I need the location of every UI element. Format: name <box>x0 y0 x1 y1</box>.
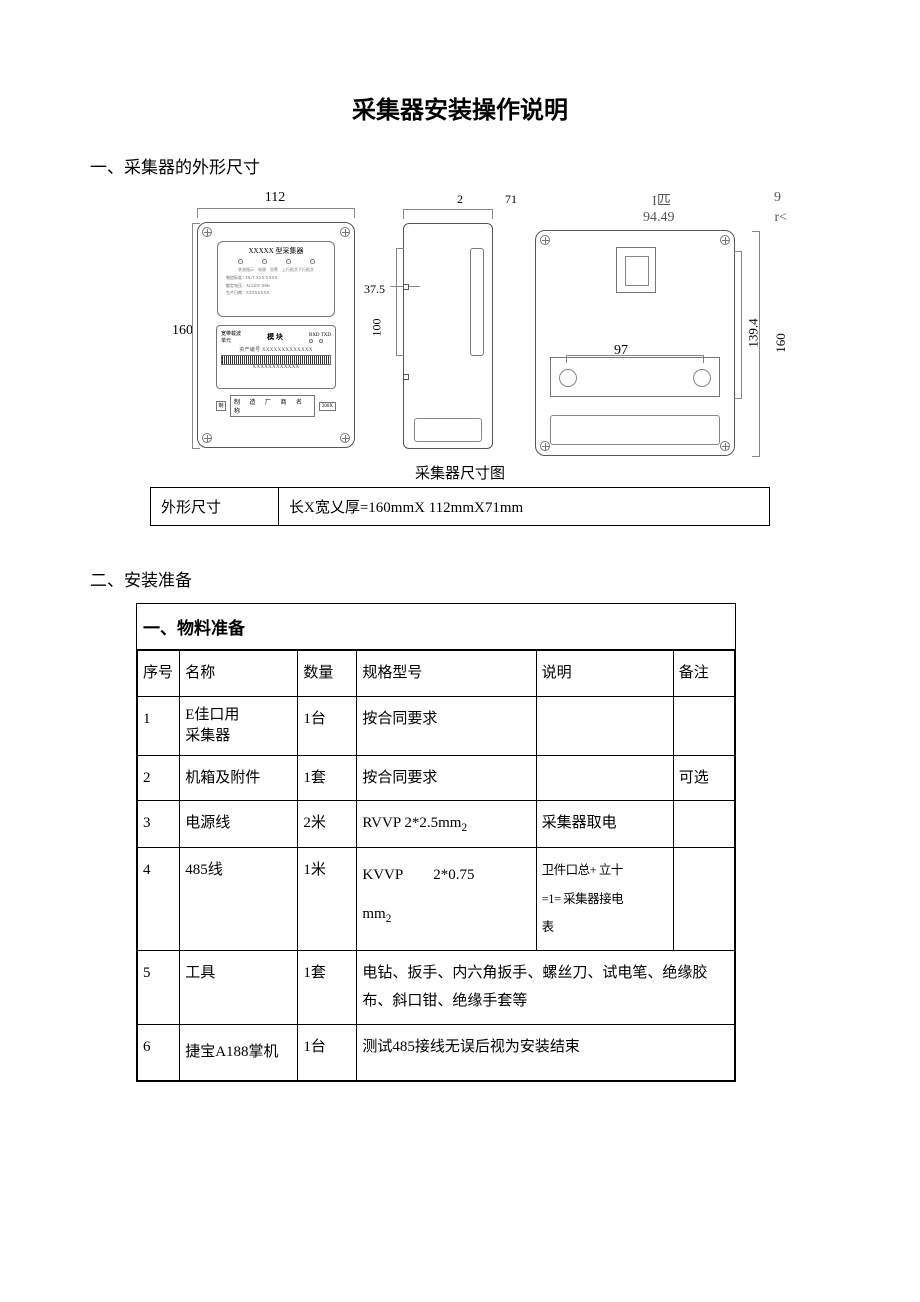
led-icon <box>310 259 315 264</box>
dimension-diagram: 112 160 XXXXX 型采集器 状态指示 电源 告警 上行报文下行报文 制… <box>90 190 830 456</box>
diagram-caption: 采集器尺寸图 <box>90 462 830 483</box>
screw-icon <box>340 227 350 237</box>
table-row: 3 电源线 2米 RVVP 2*2.5mm2 采集器取电 <box>138 801 735 848</box>
cell-spec-merged: 测试485接线无误后视为安装结束 <box>357 1024 735 1080</box>
cell-spec: KVVP 2*0.75mm2 <box>357 848 536 951</box>
dim-front-height: 160 <box>172 323 192 339</box>
table-row: 4 485线 1米 KVVP 2*0.75mm2 卫件口总+ 立十 =1= 采集… <box>138 848 735 951</box>
cell-desc <box>536 696 673 755</box>
cell-seq: 2 <box>138 755 180 801</box>
screw-icon <box>540 441 550 451</box>
cell-seq: 3 <box>138 801 180 848</box>
std-text: 制造标准：DL/T XXX-XXXX <box>226 275 326 281</box>
materials-table: 序号 名称 数量 规格型号 说明 备注 1 E佳口用 采集器 1台 按合同要求 … <box>137 650 735 1081</box>
led-icon <box>286 259 291 264</box>
col-name: 名称 <box>180 651 298 697</box>
cell-seq: 6 <box>138 1024 180 1080</box>
cell-spec: 按合同要求 <box>357 696 536 755</box>
screw-icon <box>540 235 550 245</box>
col-note: 备注 <box>673 651 734 697</box>
led-icon <box>262 259 267 264</box>
section-1-heading: 一、采集器的外形尺寸 <box>90 153 830 178</box>
col-seq: 序号 <box>138 651 180 697</box>
materials-heading: 一、物料准备 <box>137 604 735 650</box>
cell-seq: 1 <box>138 696 180 755</box>
table-row: 6 捷宝A188掌机 1台 测试485接线无误后视为安装结束 <box>138 1024 735 1080</box>
dimension-table: 外形尺寸 长X宽乂厚=160mmX 112mmX71mm <box>150 487 770 526</box>
screw-icon <box>202 227 212 237</box>
col-spec: 规格型号 <box>357 651 536 697</box>
barcode-icon <box>221 355 331 365</box>
serial-number: XXXXXXXXXXXX <box>221 365 331 370</box>
dim-back-top2-b: r< <box>774 210 787 226</box>
back-inner-rect <box>550 357 720 397</box>
screw-icon <box>720 441 730 451</box>
prod-text: 生产日期：XXXXXXXX <box>226 290 326 296</box>
rated-text: 额定电压：AC220V 50Hz <box>226 283 326 289</box>
led-icon <box>238 259 243 264</box>
cell-spec: RVVP 2*2.5mm2 <box>357 801 536 848</box>
rxtx-label: RXD TXD <box>309 333 331 338</box>
cell-qty: 1台 <box>298 696 357 755</box>
dim-front-width: 112 <box>175 190 375 206</box>
dim-side-gap: 2 <box>457 192 463 207</box>
cell-note: 可选 <box>673 755 734 801</box>
cell-desc: 采集器取电 <box>536 801 673 848</box>
cell-note <box>673 801 734 848</box>
col-desc: 说明 <box>536 651 673 697</box>
device-label-panel: XXXXX 型采集器 状态指示 电源 告警 上行报文下行报文 制造标准：DL/T… <box>217 241 335 317</box>
screw-icon <box>340 433 350 443</box>
materials-table-wrapper: 一、物料准备 序号 名称 数量 规格型号 说明 备注 1 E佳口用 采集器 1台… <box>136 603 736 1082</box>
screw-icon <box>720 235 730 245</box>
cell-qty: 1台 <box>298 1024 357 1080</box>
maker-name: 制 造 厂 商 名 称 <box>230 395 315 417</box>
dim-value-cell: 长X宽乂厚=160mmX 112mmX71mm <box>279 488 770 526</box>
back-slot <box>616 247 656 293</box>
col-qty: 数量 <box>298 651 357 697</box>
cell-desc: 卫件口总+ 立十 =1= 采集器接电 表 <box>536 848 673 951</box>
module-panel: 宽带载波单元 模 块 RXD TXD 资产编号 XXXXXXXXXXXXX XX… <box>216 325 336 389</box>
device-model-title: XXXXX 型采集器 <box>222 246 330 256</box>
cell-spec: 按合同要求 <box>357 755 536 801</box>
cell-name: 485线 <box>180 848 298 951</box>
table-row: 2 机箱及附件 1套 按合同要求 可选 <box>138 755 735 801</box>
cell-seq: 5 <box>138 950 180 1024</box>
back-view: I匹 9 94.49 r< 97 139.4 160 <box>535 190 795 456</box>
section-2-heading: 二、安装准备 <box>90 566 830 591</box>
asset-label: 资产编号 XXXXXXXXXXXXX <box>221 346 331 353</box>
dim-label-cell: 外形尺寸 <box>151 488 279 526</box>
cell-note <box>673 848 734 951</box>
table-row: 5 工具 1套 电钻、扳手、内六角扳手、螺丝刀、试电笔、绝缘胶布、斜口钳、绝缘手… <box>138 950 735 1024</box>
cell-name: E佳口用 采集器 <box>180 696 298 755</box>
table-row: 1 E佳口用 采集器 1台 按合同要求 <box>138 696 735 755</box>
dim-side-slot: 37.5 <box>364 282 385 297</box>
cell-name: 电源线 <box>180 801 298 848</box>
module-label: 模 块 <box>267 332 283 342</box>
maker-year: 200X <box>319 402 336 411</box>
cell-note <box>673 696 734 755</box>
page-title: 采集器安装操作说明 <box>90 90 830 125</box>
dim-back-top2-a: 94.49 <box>643 210 675 226</box>
cell-qty: 1套 <box>298 950 357 1024</box>
cell-desc <box>536 755 673 801</box>
table-header-row: 序号 名称 数量 规格型号 说明 备注 <box>138 651 735 697</box>
dim-side-width: 71 <box>505 192 517 207</box>
cell-qty: 1套 <box>298 755 357 801</box>
front-view: 112 160 XXXXX 型采集器 状态指示 电源 告警 上行报文下行报文 制… <box>175 190 375 448</box>
table-row: 外形尺寸 长X宽乂厚=160mmX 112mmX71mm <box>151 488 770 526</box>
cell-seq: 4 <box>138 848 180 951</box>
dim-back-top-b: 9 <box>774 190 781 210</box>
dim-back-h-outer: 160 <box>772 333 788 353</box>
cell-name: 机箱及附件 <box>180 755 298 801</box>
cell-qty: 2米 <box>298 801 357 848</box>
cell-spec-merged: 电钻、扳手、内六角扳手、螺丝刀、试电笔、绝缘胶布、斜口钳、绝缘手套等 <box>357 950 735 1024</box>
maker-tag: 制 <box>216 401 226 411</box>
cell-name: 捷宝A188掌机 <box>180 1024 298 1080</box>
side-view: 2 71 37.5 100 <box>385 192 525 449</box>
dim-back-top-a: I匹 <box>652 190 671 210</box>
cell-name: 工具 <box>180 950 298 1024</box>
cell-qty: 1米 <box>298 848 357 951</box>
dim-side-panel-h: 100 <box>370 319 385 337</box>
screw-icon <box>202 433 212 443</box>
